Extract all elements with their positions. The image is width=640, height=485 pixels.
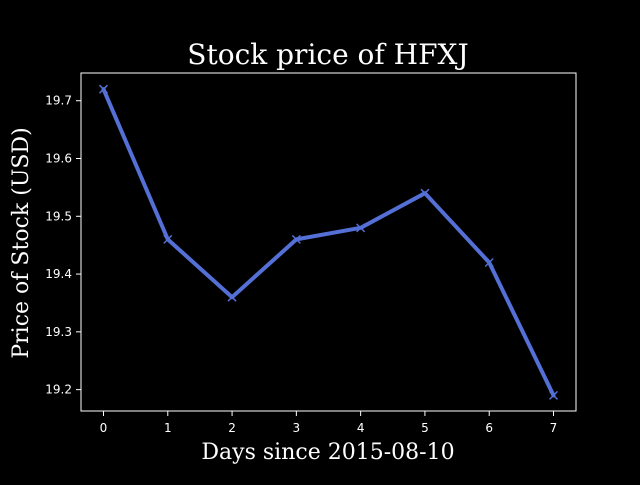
- x-tick-label: 7: [550, 421, 558, 435]
- plot-area-frame: [80, 72, 577, 412]
- y-tick-label: 19.2: [45, 383, 72, 397]
- x-tick-label: 0: [100, 421, 108, 435]
- x-tick-label: 4: [357, 421, 365, 435]
- marker-stroke: [356, 223, 366, 233]
- x-tick-label: 1: [164, 421, 172, 435]
- series-line: [101, 87, 556, 398]
- data-point-marker: [291, 234, 301, 244]
- x-tick-label: 5: [421, 421, 429, 435]
- chart-title: Stock price of HFXJ: [187, 38, 468, 71]
- x-tick-label: 6: [485, 421, 493, 435]
- y-tick-label: 19.5: [45, 209, 72, 223]
- marker-stroke: [548, 390, 559, 400]
- data-point-marker: [420, 188, 430, 198]
- data-point-marker: [163, 234, 173, 244]
- marker-stroke: [163, 234, 173, 244]
- data-point-marker: [227, 292, 237, 302]
- marker-stroke: [484, 257, 494, 268]
- data-point-marker: [548, 390, 559, 400]
- x-axis-label: Days since 2015-08-10: [201, 440, 454, 465]
- x-tick-label: 2: [228, 421, 236, 435]
- data-point-marker: [356, 223, 366, 233]
- marker-stroke: [227, 292, 237, 302]
- axis-ticks: 0 1 2 3 4 5 6 7 19.2 19.3 19.4 19.5 19.6 19.7: [45, 94, 557, 435]
- marker-stroke: [98, 84, 109, 94]
- marker-stroke: [420, 188, 430, 198]
- marker-stroke: [291, 234, 301, 244]
- data-series: [98, 84, 559, 400]
- data-point-marker: [484, 257, 494, 268]
- y-axis-label: Price of Stock (USD): [9, 127, 34, 358]
- data-point-marker: [98, 84, 109, 94]
- y-tick-label: 19.4: [45, 267, 72, 281]
- y-tick-label: 19.3: [45, 325, 72, 339]
- y-tick-label: 19.6: [45, 152, 72, 166]
- y-tick-label: 19.7: [45, 94, 72, 108]
- x-tick-label: 3: [293, 421, 301, 435]
